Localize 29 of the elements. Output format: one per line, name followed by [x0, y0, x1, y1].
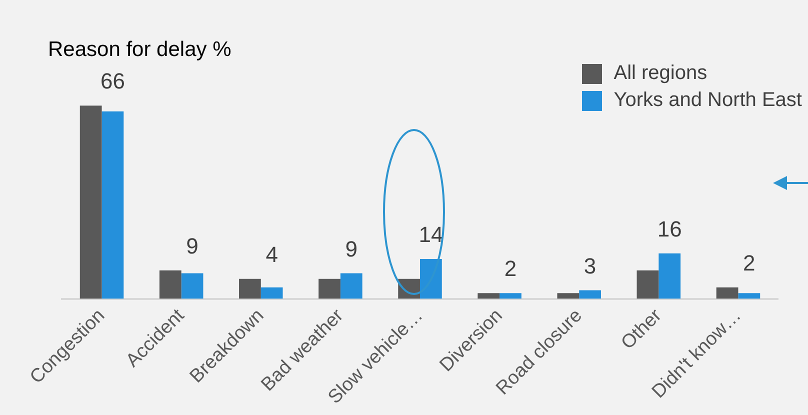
bar	[738, 293, 760, 299]
data-label: 2	[743, 250, 756, 276]
bar	[420, 259, 442, 299]
chart-title: Reason for delay %	[48, 38, 232, 62]
bar	[239, 278, 261, 299]
bar	[159, 270, 182, 299]
data-label: 4	[266, 242, 278, 267]
data-label: 66	[100, 68, 125, 94]
bar	[500, 293, 522, 299]
bar	[340, 273, 362, 299]
data-label: 9	[345, 236, 358, 262]
bar	[579, 290, 601, 299]
bar	[636, 270, 659, 299]
bar	[102, 111, 124, 299]
bar	[260, 287, 283, 299]
bar	[658, 253, 681, 299]
legend-label: Yorks and North East	[614, 88, 802, 113]
bar	[318, 278, 340, 299]
bar	[557, 293, 580, 299]
data-label: 3	[584, 253, 596, 278]
legend-label: All regions	[614, 61, 708, 86]
bar	[478, 293, 500, 299]
data-label: 2	[504, 256, 517, 282]
bar	[716, 287, 738, 299]
data-label: 16	[657, 216, 682, 242]
data-label: 9	[186, 233, 198, 258]
bar	[80, 106, 102, 299]
bar	[181, 273, 204, 299]
data-label: 14	[418, 222, 444, 248]
